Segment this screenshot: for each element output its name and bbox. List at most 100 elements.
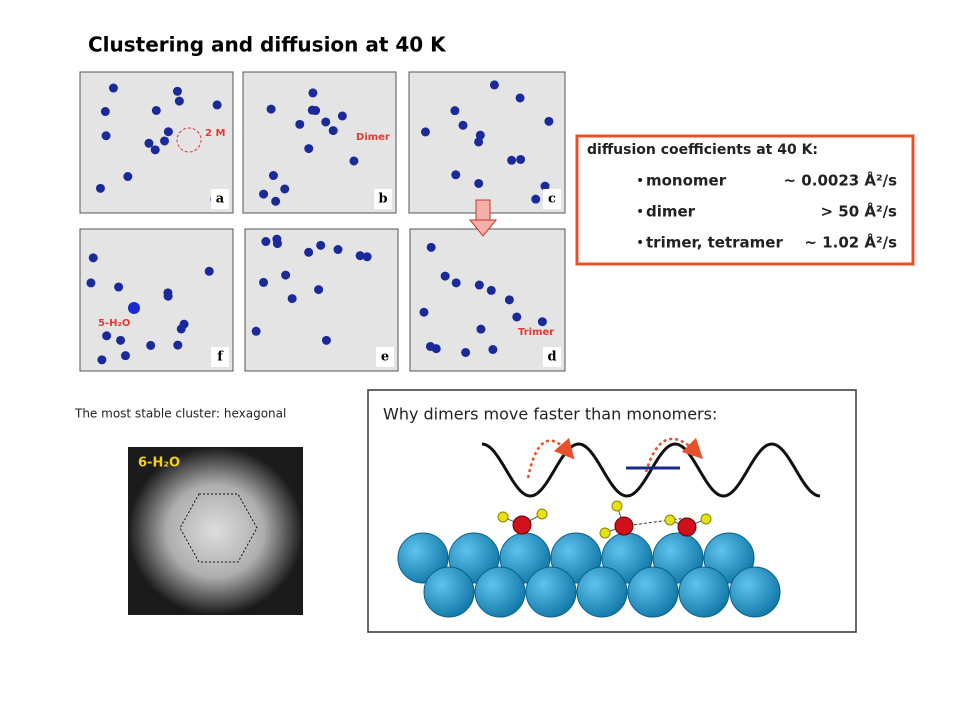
- adsorbate: [174, 96, 184, 106]
- adsorbate: [97, 355, 107, 365]
- adsorbate: [163, 127, 173, 137]
- diffusion-box: [575, 134, 915, 266]
- label-bg: [211, 347, 229, 367]
- adsorbate: [451, 170, 461, 180]
- oxygen: [614, 516, 634, 536]
- hydrogen: [664, 514, 676, 526]
- label-bg: [211, 189, 229, 209]
- diffusion-heading: diffusion coefficients at 40 K:: [587, 142, 818, 158]
- panel-annotation: 2 M: [205, 128, 225, 139]
- substrate-atom: [576, 566, 628, 618]
- diffusion-list: • monomer ~ 0.0023 Å²/s• dimer > 50 Å²/s• tri…: [636, 171, 897, 252]
- adsorbate: [512, 312, 522, 322]
- mechanism-diagram: [397, 437, 821, 618]
- substrate-atom: [627, 566, 679, 618]
- adsorbate: [333, 245, 343, 255]
- adsorbate: [304, 144, 314, 154]
- arrow-shaft: [475, 199, 491, 221]
- adsorbate: [474, 137, 484, 147]
- adsorbate: [123, 172, 133, 182]
- adsorbate: [271, 196, 281, 206]
- adsorbate: [160, 136, 170, 146]
- adsorbate: [540, 181, 550, 191]
- adsorbate: [440, 271, 450, 281]
- adsorbate: [150, 145, 160, 155]
- adsorbate: [102, 331, 112, 341]
- oxygen: [512, 515, 532, 535]
- adsorbate: [451, 278, 461, 288]
- adsorbate: [251, 326, 261, 336]
- adsorbate: [311, 106, 321, 116]
- adsorbate: [476, 324, 486, 334]
- highlight-ring: [176, 127, 202, 153]
- label-bg: [376, 347, 394, 367]
- adsorbate: [328, 126, 338, 136]
- adsorbate: [101, 131, 111, 141]
- adsorbate: [86, 278, 96, 288]
- adsorbate: [475, 130, 485, 140]
- species: dimer: [646, 203, 696, 221]
- arrow-head: [468, 219, 498, 237]
- oxygen: [677, 517, 697, 537]
- adsorbate: [163, 291, 173, 301]
- mechanism-title: Why dimers move faster than monomers:: [383, 405, 717, 424]
- water-cluster: [128, 302, 140, 314]
- adsorbate: [116, 335, 126, 345]
- label-bg: [543, 189, 561, 209]
- adsorbate: [204, 266, 214, 276]
- adsorbate: [474, 178, 484, 188]
- hydrogen: [536, 508, 548, 520]
- adsorbate: [426, 242, 436, 252]
- adsorbate: [295, 119, 305, 129]
- adsorbate: [108, 83, 118, 93]
- stm-image: [79, 228, 234, 372]
- adsorbate: [488, 345, 498, 355]
- adsorbate: [146, 340, 156, 350]
- adsorbate: [179, 319, 189, 329]
- adsorbate: [420, 127, 430, 137]
- adsorbate: [212, 100, 222, 110]
- stm-image: [244, 228, 399, 372]
- panel-annotation: 5-H₂O: [98, 318, 130, 329]
- panel-annotation: Trimer: [518, 327, 554, 338]
- adsorbate: [268, 171, 278, 181]
- hydrogen: [497, 511, 509, 523]
- coefficient: > 50 Å²/s: [821, 202, 898, 221]
- potential-wave: [481, 442, 821, 498]
- adsorbate: [544, 116, 554, 126]
- adsorbate: [515, 93, 525, 103]
- coefficient: ~ 0.0023 Å²/s: [784, 171, 898, 190]
- adsorbate: [458, 120, 468, 130]
- hydrogen: [611, 500, 623, 512]
- adsorbate: [259, 277, 269, 287]
- adsorbate: [489, 80, 499, 90]
- substrate-atom: [474, 566, 526, 618]
- adsorbate: [504, 295, 514, 305]
- hydrogen: [700, 513, 712, 525]
- adsorbate: [431, 344, 441, 354]
- adsorbate: [316, 240, 326, 250]
- cluster-label: 6-H₂O: [138, 456, 180, 471]
- hexagon: [179, 493, 258, 563]
- adsorbate: [144, 138, 154, 148]
- adsorbate: [287, 294, 297, 304]
- adsorbate: [507, 155, 517, 165]
- adsorbate: [114, 282, 124, 292]
- label-bg: [374, 189, 392, 209]
- stm-image: [408, 71, 566, 214]
- hop-arrow: [526, 437, 575, 479]
- substrate-atom: [678, 566, 730, 618]
- adsorbate: [516, 154, 526, 164]
- species: monomer: [646, 172, 727, 190]
- panel-label: a: [216, 192, 225, 207]
- stm-image: [79, 71, 234, 214]
- adsorbate: [450, 106, 460, 116]
- adsorbate: [281, 270, 291, 280]
- adsorbate: [337, 111, 347, 121]
- adsorbate: [349, 156, 359, 166]
- panel-label: c: [548, 192, 556, 207]
- adsorbate: [261, 237, 271, 247]
